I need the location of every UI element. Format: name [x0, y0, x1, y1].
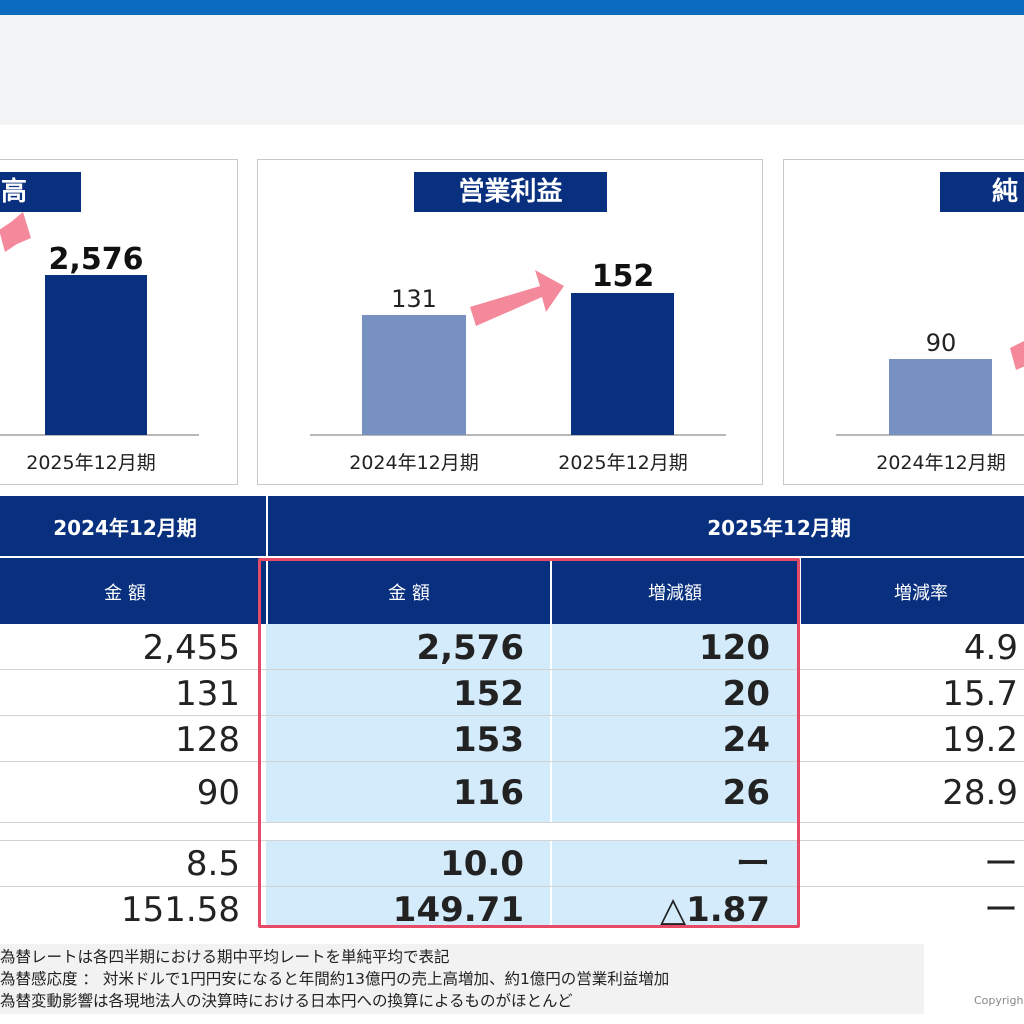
- header-band: [0, 15, 1024, 125]
- col-amount-prev-header: 金 額: [104, 583, 146, 604]
- arrow-icon: [0, 212, 31, 252]
- row-divider: [0, 761, 1024, 762]
- cell-prev: 90: [196, 773, 240, 813]
- header-divider: [266, 556, 1024, 558]
- bar-2025: [571, 293, 674, 435]
- highlight-block: [266, 624, 798, 822]
- col-rate-header: 増減率: [894, 583, 948, 604]
- period-prev-header: 2024年12月期: [53, 516, 197, 540]
- cell-rate: ー: [984, 890, 1018, 930]
- column-divider: [550, 624, 552, 928]
- bar-value-label: 2,576: [49, 242, 144, 277]
- revenue-chart-card: 高 2,576 2025年12月期: [0, 159, 238, 485]
- cell-change: 20: [722, 674, 770, 714]
- top-accent-bar: [0, 0, 1024, 15]
- cell-change: 26: [722, 773, 770, 813]
- cell-rate: 19.2: [942, 720, 1018, 760]
- cell-rate: 15.7: [942, 674, 1018, 714]
- net-profit-bar-chart: 90 2024年12月期: [836, 329, 1024, 474]
- table-header-row1: [0, 496, 1024, 556]
- header-divider: [799, 558, 801, 624]
- cell-prev: 151.58: [121, 890, 240, 930]
- card-title: 営業利益: [414, 172, 607, 212]
- cell-change: 120: [699, 628, 770, 668]
- cell-curr: 153: [453, 720, 524, 760]
- footnote: 為替レートは各四半期における期中平均レートを単純平均で表記: [0, 948, 450, 966]
- cell-curr: 116: [453, 773, 524, 813]
- row-divider: [0, 840, 1024, 841]
- cell-curr: 2,576: [416, 628, 524, 668]
- cell-rate: 28.9: [942, 773, 1018, 813]
- cell-change: 24: [722, 720, 770, 760]
- arrow-icon: [470, 270, 564, 326]
- card-title: 高: [0, 172, 81, 212]
- row-divider: [0, 822, 1024, 823]
- highlight-block: [266, 840, 798, 928]
- cell-prev: 131: [175, 674, 240, 714]
- cell-curr: 152: [453, 674, 524, 714]
- row-divider: [0, 715, 1024, 716]
- arrow-icon: [1010, 341, 1024, 370]
- cell-prev: 2,455: [142, 628, 240, 668]
- bar-2024: [362, 315, 466, 435]
- col-amount-curr-header: 金 額: [388, 583, 430, 604]
- cell-rate: 4.9: [963, 628, 1018, 668]
- col-change-header: 増減額: [648, 583, 702, 604]
- net-profit-chart-card: 純 90 2024年12月期: [783, 159, 1024, 485]
- footnotes: 為替レートは各四半期における期中平均レートを単純平均で表記 為替感応度 ： 対米…: [0, 944, 924, 1014]
- bar-value-label: 90: [926, 329, 957, 357]
- bar-value-label: 152: [592, 259, 655, 294]
- cell-change: △1.87: [659, 890, 770, 930]
- row-divider: [0, 886, 1024, 887]
- category-label: 2024年12月期: [349, 452, 479, 474]
- footnote: 為替変動影響は各現地法人の決算時における日本円への換算によるものがほとんど: [0, 992, 573, 1010]
- category-label: 2025年12月期: [26, 452, 156, 474]
- operating-profit-bar-chart: 131 152 2024年12月期 2025年12月期: [310, 259, 726, 474]
- revenue-bar-chart: 2,576 2025年12月期: [0, 212, 199, 474]
- operating-profit-chart-card: 営業利益 131 152 2024年12月期 2025年12月期: [257, 159, 763, 485]
- period-curr-header: 2025年12月期: [707, 516, 851, 540]
- category-label: 2025年12月期: [558, 452, 688, 474]
- card-title: 純: [940, 172, 1024, 212]
- cell-rate: ー: [984, 844, 1018, 884]
- bar-value-label: 131: [391, 285, 437, 313]
- table-header-row2: [0, 558, 1024, 624]
- footnote: 為替感応度 ： 対米ドルで1円円安になると年間約13億円の売上高増加、約1億円の…: [0, 970, 670, 988]
- row-divider: [0, 669, 1024, 670]
- cell-curr: 149.71: [392, 890, 524, 930]
- cell-prev: 128: [175, 720, 240, 760]
- header-divider: [550, 558, 552, 624]
- highlight-frame: [258, 558, 800, 928]
- category-label: 2024年12月期: [876, 452, 1006, 474]
- cell-change: ー: [736, 844, 770, 884]
- copyright-text: Copyrigh: [974, 994, 1024, 1007]
- cell-prev: 8.5: [185, 844, 240, 884]
- bar-2024: [889, 359, 992, 435]
- bar-2025: [45, 275, 147, 435]
- cell-curr: 10.0: [440, 844, 524, 884]
